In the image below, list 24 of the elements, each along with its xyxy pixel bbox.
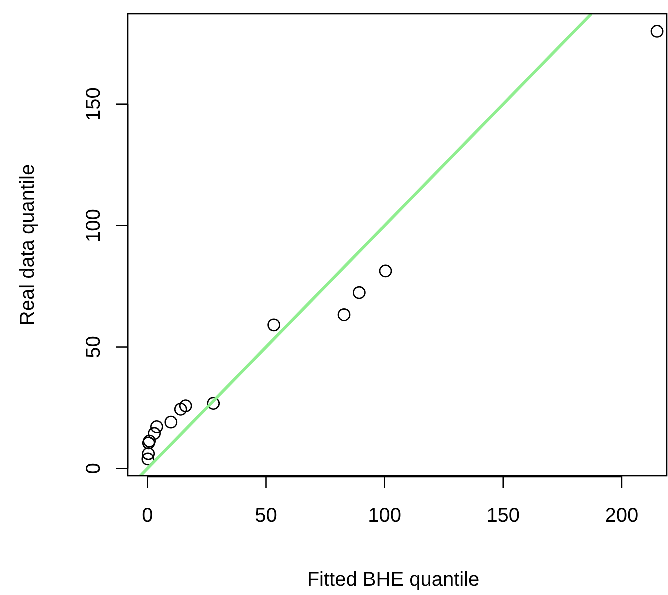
- x-tick-label: 100: [368, 505, 402, 527]
- x-tick-label: 200: [605, 505, 639, 527]
- point: [268, 318, 281, 332]
- point: [174, 403, 188, 416]
- x-tick-label: 0: [142, 505, 154, 527]
- point: [150, 420, 164, 434]
- point: [338, 308, 351, 322]
- y-tick-label: 0: [83, 463, 105, 474]
- point: [142, 452, 155, 466]
- point: [179, 400, 192, 412]
- x-axis-title: Fitted BHE quantile: [307, 569, 480, 591]
- x-tick-label: 150: [486, 505, 520, 527]
- y-axis-title: Real data quantile: [17, 164, 39, 326]
- y-tick-label: 100: [83, 209, 105, 242]
- point: [148, 427, 161, 440]
- point: [650, 25, 664, 38]
- point: [353, 286, 366, 300]
- x-tick-label: 50: [255, 505, 278, 527]
- point: [379, 264, 392, 278]
- y-tick-label: 50: [83, 336, 105, 358]
- point: [164, 416, 178, 429]
- point: [207, 397, 220, 410]
- point: [142, 447, 156, 460]
- y-tick-label: 150: [83, 88, 105, 122]
